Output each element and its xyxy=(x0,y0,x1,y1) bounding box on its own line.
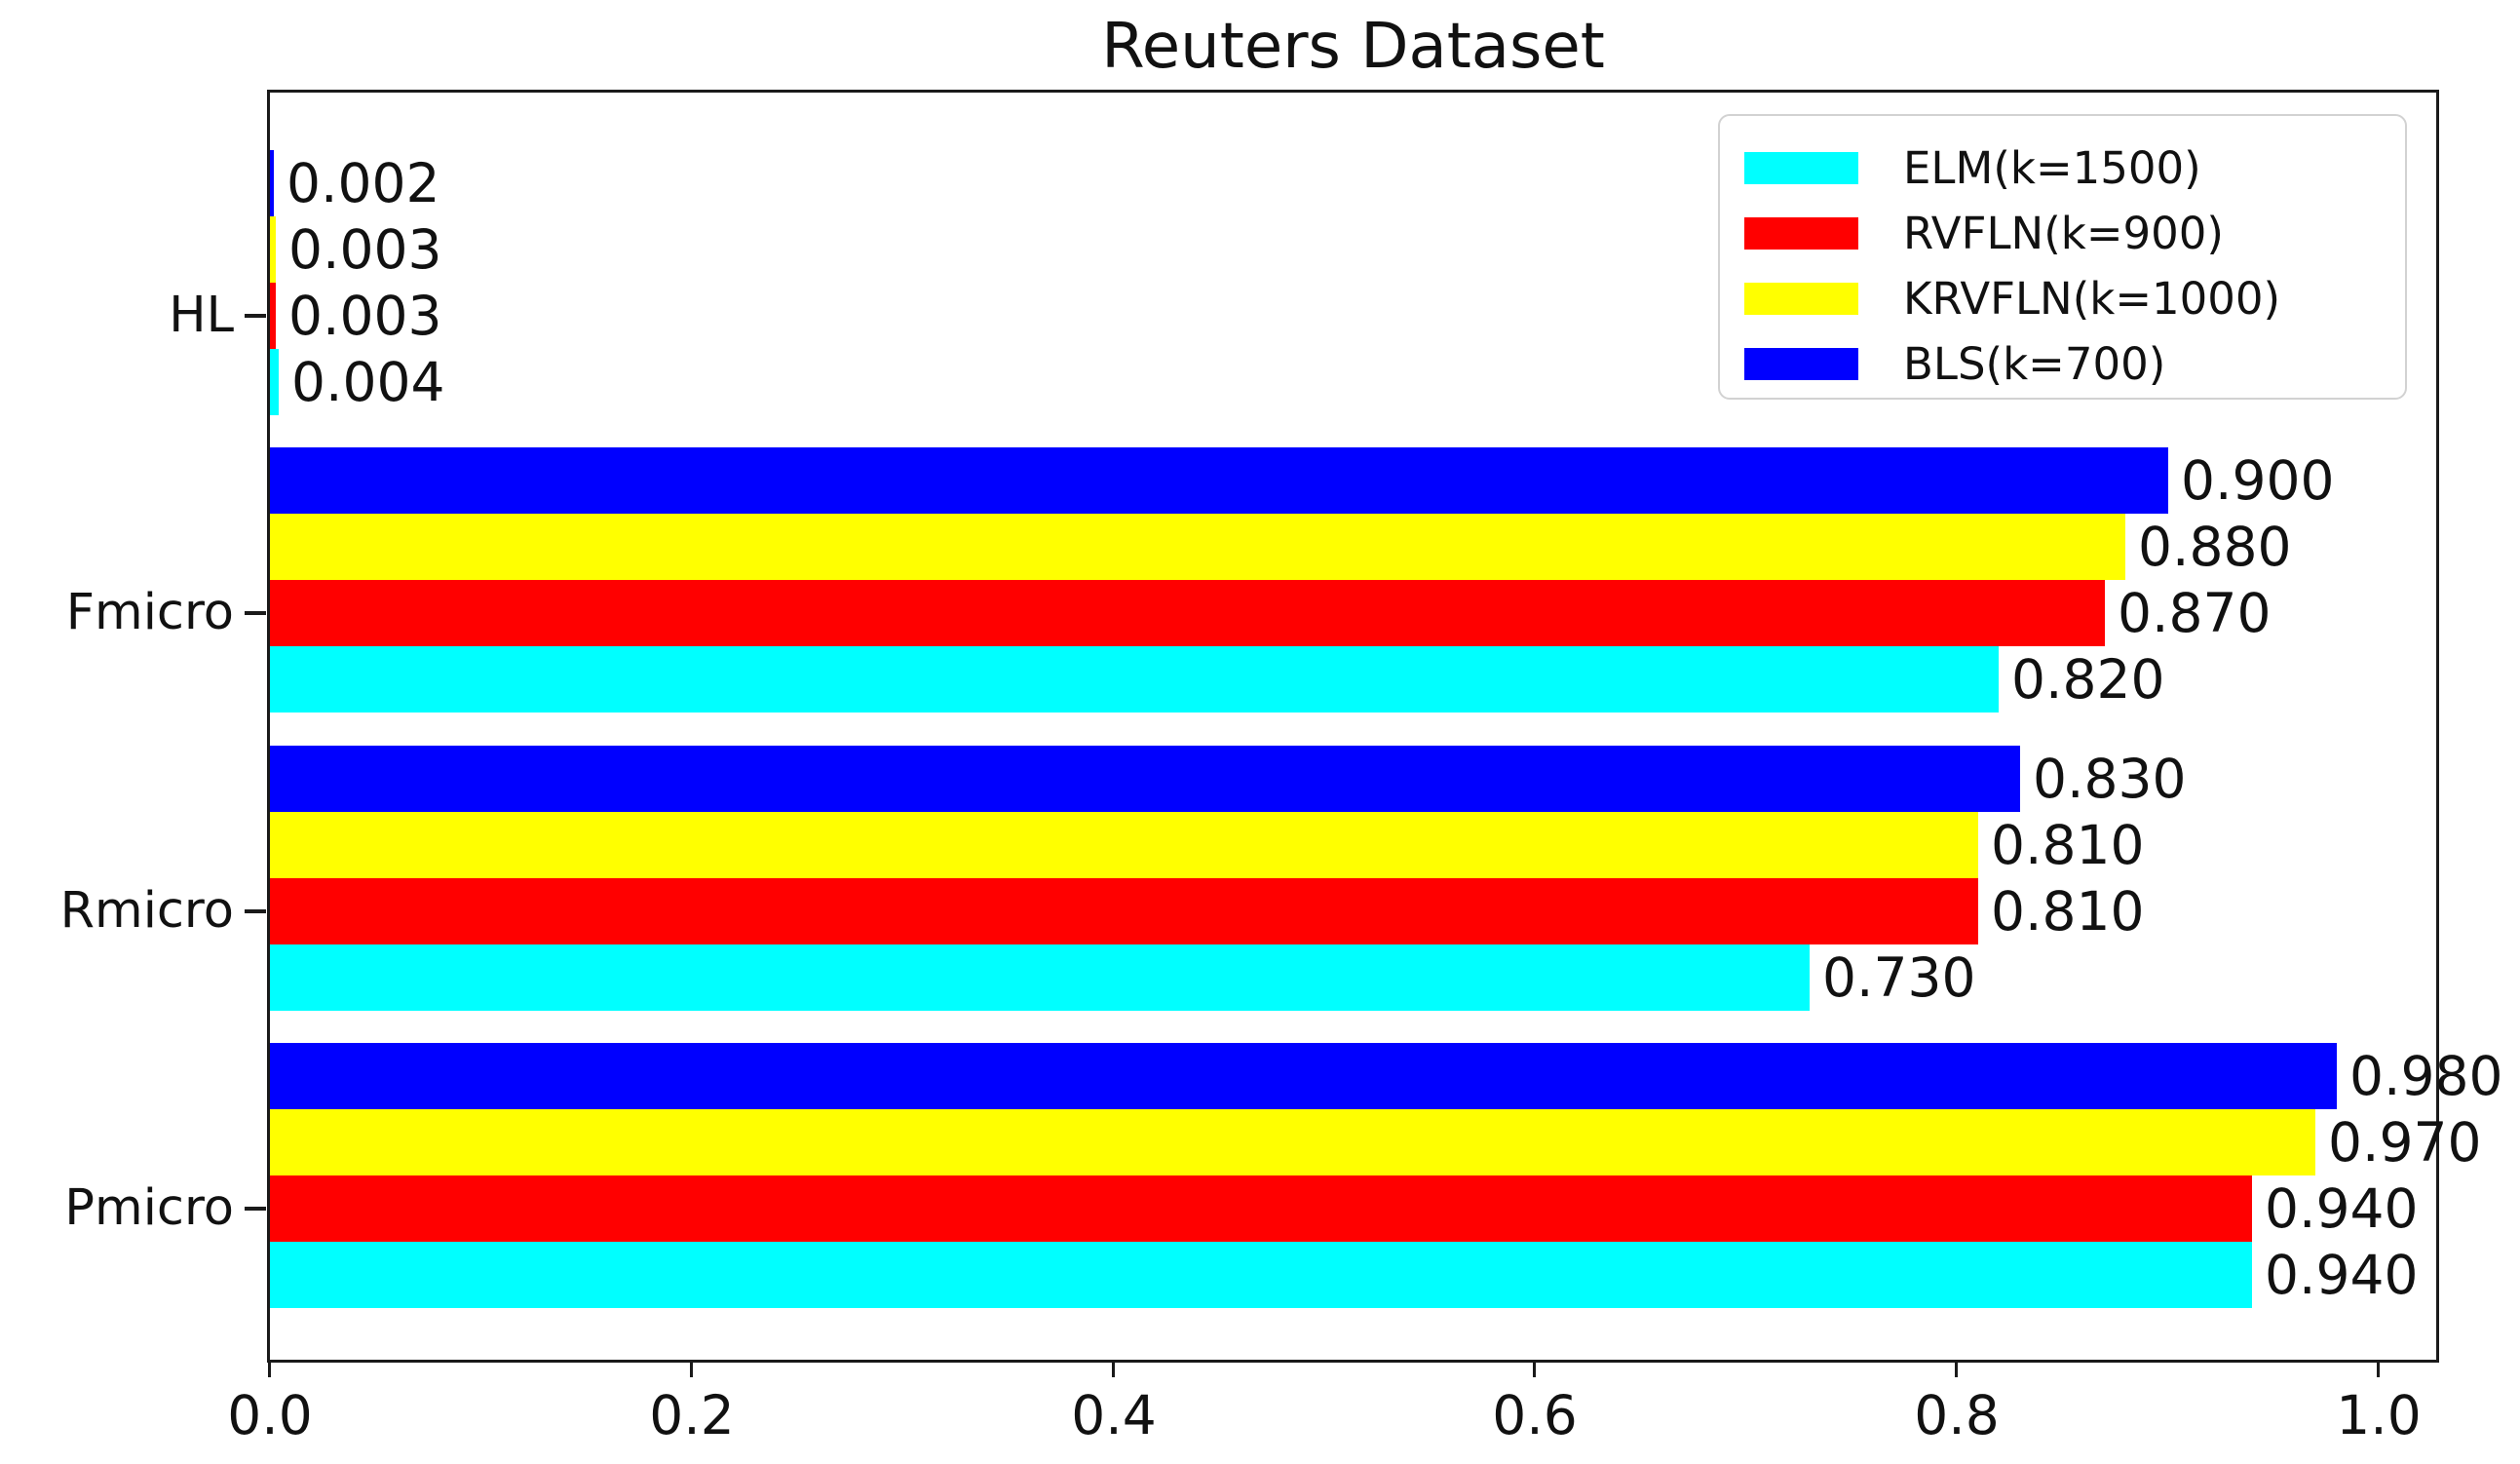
value-label-elm-k-1500-rmicro: 0.730 xyxy=(1822,946,1976,1009)
legend-swatch-rvfln-k-900 xyxy=(1744,217,1858,250)
category-label-pmicro: Pmicro xyxy=(64,1179,234,1237)
legend: ELM(k=1500) RVFLN(k=900) KRVFLN(k=1000) BLS… xyxy=(1718,114,2407,400)
legend-swatch-bls-k-700 xyxy=(1744,348,1858,380)
bar-elm-k-1500-pmicro xyxy=(270,1242,2252,1308)
bar-elm-k-1500-fmicro xyxy=(270,646,1999,713)
bar-bls-k-700-rmicro xyxy=(270,746,2020,812)
legend-item-rvfln-k-900: RVFLN(k=900) xyxy=(1720,201,2405,266)
x-tick-mark-0.4 xyxy=(1112,1361,1115,1377)
bar-bls-k-700-fmicro xyxy=(270,447,2168,514)
chart-title: Reuters Dataset xyxy=(1101,11,1605,83)
bar-bls-k-700-hl xyxy=(270,150,274,216)
bar-elm-k-1500-rmicro xyxy=(270,944,1810,1011)
x-tick-mark-0.0 xyxy=(268,1361,271,1377)
legend-swatch-elm-k-1500 xyxy=(1744,152,1858,184)
value-label-krvfln-k-1000-fmicro: 0.880 xyxy=(2138,516,2292,578)
legend-swatch-krvfln-k-1000 xyxy=(1744,283,1858,315)
category-tick-hl xyxy=(245,314,266,318)
value-label-rvfln-k-900-rmicro: 0.810 xyxy=(1991,880,2145,943)
x-tick-label-0.2: 0.2 xyxy=(649,1384,735,1446)
legend-label-elm-k-1500: ELM(k=1500) xyxy=(1903,142,2201,194)
x-tick-label-0.8: 0.8 xyxy=(1914,1384,2000,1446)
legend-item-krvfln-k-1000: KRVFLN(k=1000) xyxy=(1720,266,2405,331)
bar-krvfln-k-1000-hl xyxy=(270,216,276,283)
category-label-fmicro: Fmicro xyxy=(65,584,234,641)
x-tick-mark-0.6 xyxy=(1533,1361,1536,1377)
value-label-bls-k-700-fmicro: 0.900 xyxy=(2181,449,2335,512)
value-label-krvfln-k-1000-pmicro: 0.970 xyxy=(2328,1111,2482,1174)
category-tick-fmicro xyxy=(245,611,266,615)
value-label-bls-k-700-hl: 0.002 xyxy=(286,152,440,214)
category-label-rmicro: Rmicro xyxy=(59,882,234,940)
category-tick-rmicro xyxy=(245,909,266,913)
category-tick-pmicro xyxy=(245,1207,266,1211)
bar-krvfln-k-1000-fmicro xyxy=(270,514,2125,580)
value-label-elm-k-1500-fmicro: 0.820 xyxy=(2011,648,2165,711)
bar-rvfln-k-900-fmicro xyxy=(270,580,2105,646)
legend-item-elm-k-1500: ELM(k=1500) xyxy=(1720,135,2405,201)
category-label-hl: HL xyxy=(169,287,234,344)
value-label-rvfln-k-900-hl: 0.003 xyxy=(288,285,442,347)
value-label-krvfln-k-1000-rmicro: 0.810 xyxy=(1991,814,2145,876)
legend-item-bls-k-700: BLS(k=700) xyxy=(1720,331,2405,397)
value-label-elm-k-1500-pmicro: 0.940 xyxy=(2265,1244,2419,1306)
legend-label-krvfln-k-1000: KRVFLN(k=1000) xyxy=(1903,273,2281,325)
bar-krvfln-k-1000-rmicro xyxy=(270,812,1978,878)
x-tick-label-0.4: 0.4 xyxy=(1071,1384,1157,1446)
x-tick-label-1.0: 1.0 xyxy=(2336,1384,2422,1446)
value-label-rvfln-k-900-pmicro: 0.940 xyxy=(2265,1177,2419,1240)
value-label-bls-k-700-rmicro: 0.830 xyxy=(2033,748,2187,810)
x-tick-mark-0.8 xyxy=(1955,1361,1958,1377)
x-tick-label-0.0: 0.0 xyxy=(227,1384,313,1446)
x-tick-mark-0.2 xyxy=(690,1361,693,1377)
bar-elm-k-1500-hl xyxy=(270,349,279,415)
legend-label-bls-k-700: BLS(k=700) xyxy=(1903,338,2166,390)
value-label-elm-k-1500-hl: 0.004 xyxy=(291,351,445,413)
bar-rvfln-k-900-rmicro xyxy=(270,878,1978,944)
bar-rvfln-k-900-hl xyxy=(270,283,276,349)
x-tick-label-0.6: 0.6 xyxy=(1492,1384,1578,1446)
value-label-bls-k-700-pmicro: 0.980 xyxy=(2349,1045,2503,1107)
value-label-rvfln-k-900-fmicro: 0.870 xyxy=(2118,582,2272,644)
x-tick-mark-1.0 xyxy=(2377,1361,2380,1377)
bar-rvfln-k-900-pmicro xyxy=(270,1175,2252,1242)
value-label-krvfln-k-1000-hl: 0.003 xyxy=(288,218,442,281)
bar-krvfln-k-1000-pmicro xyxy=(270,1109,2315,1175)
legend-label-rvfln-k-900: RVFLN(k=900) xyxy=(1903,208,2224,259)
bar-bls-k-700-pmicro xyxy=(270,1043,2337,1109)
